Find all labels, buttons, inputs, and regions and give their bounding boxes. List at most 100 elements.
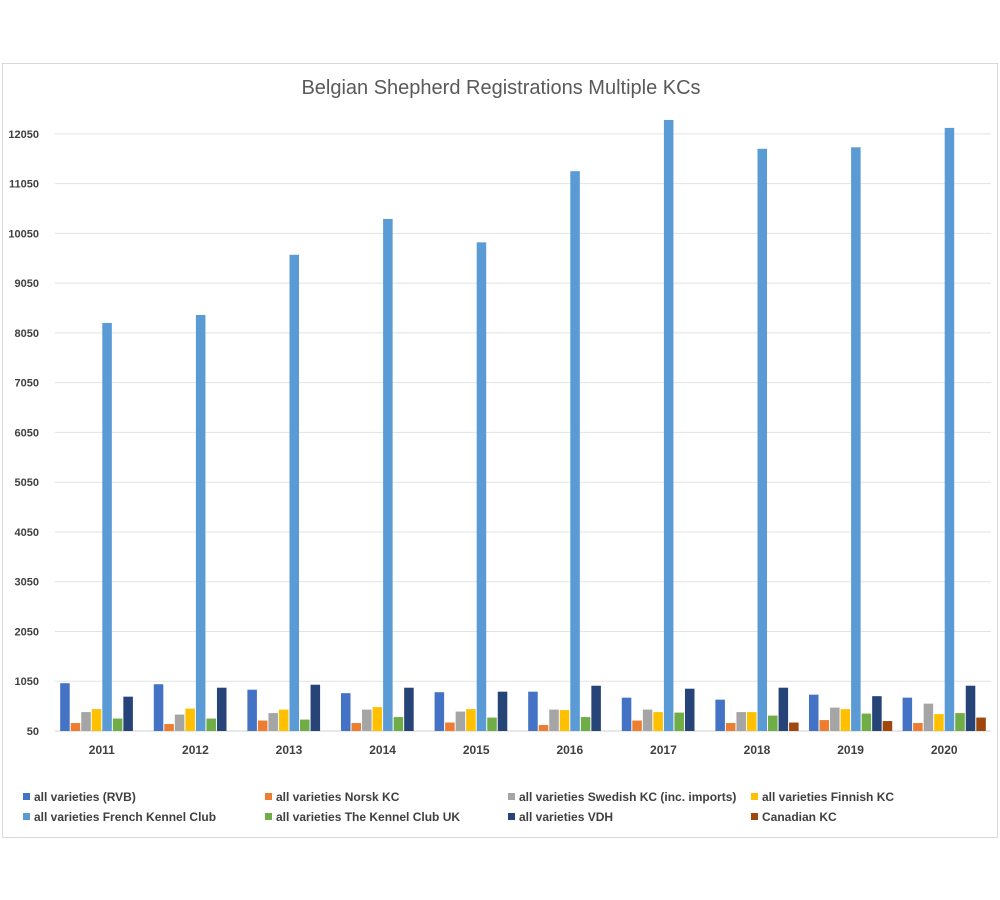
bar [778, 687, 789, 731]
bar [840, 709, 851, 731]
bar [621, 697, 632, 731]
y-tick-label: 50 [27, 726, 39, 738]
bar [102, 322, 112, 731]
y-tick-label: 4050 [15, 527, 39, 539]
legend-label: all varieties Finnish KC [762, 790, 894, 804]
bar [559, 710, 570, 731]
x-category-label: 2012 [182, 743, 209, 757]
y-tick-label: 9050 [15, 278, 39, 290]
bar [60, 683, 70, 731]
legend-item: all varieties Swedish KC (inc. imports) [508, 790, 736, 804]
bar [851, 147, 861, 731]
y-tick-label: 2050 [15, 626, 39, 638]
bar [663, 119, 674, 731]
legend-item: all varieties French Kennel Club [23, 810, 216, 824]
bars [60, 119, 986, 732]
bar [123, 696, 133, 731]
y-tick-label: 11050 [9, 179, 39, 191]
bar [351, 723, 362, 731]
x-category-label: 2011 [89, 743, 115, 757]
y-tick-label: 7050 [15, 378, 39, 390]
bar [808, 694, 819, 731]
bar [455, 711, 466, 731]
bar [591, 685, 601, 731]
y-tick-label: 1050 [15, 676, 39, 688]
legend-label: all varieties French Kennel Club [34, 810, 216, 824]
legend-item: all varieties The Kennel Club UK [265, 810, 460, 824]
bar [257, 720, 268, 731]
y-tick-label: 3050 [15, 577, 39, 589]
legend-item: all varieties Norsk KC [265, 790, 400, 804]
bar [278, 709, 289, 731]
bar [268, 713, 278, 731]
y-tick-label: 12050 [8, 129, 39, 141]
bar [497, 691, 508, 731]
legend-item: Canadian KC [751, 810, 837, 824]
legend-label: all varieties (RVB) [34, 790, 136, 804]
bar [632, 720, 642, 731]
bar [882, 721, 893, 731]
y-tick-label: 10050 [8, 228, 39, 240]
legend-item: all varieties VDH [508, 810, 613, 824]
legend-label: all varieties The Kennel Club UK [276, 810, 460, 824]
legend-label: Canadian KC [762, 810, 837, 824]
bar [923, 703, 934, 731]
y-tick-label: 6050 [15, 427, 39, 439]
bar [372, 707, 383, 731]
legend: all varieties (RVB) all varieties Norsk K… [23, 790, 894, 824]
legend-swatch [508, 793, 515, 800]
bar [570, 171, 580, 731]
gridlines [55, 133, 991, 732]
bar [112, 718, 123, 731]
bar [955, 713, 965, 731]
bar [830, 707, 840, 731]
bar [725, 723, 736, 731]
y-tick-label: 8050 [15, 328, 39, 340]
bar [944, 127, 955, 731]
bar [466, 709, 476, 731]
legend-item: all varieties Finnish KC [751, 790, 894, 804]
bar [185, 708, 195, 731]
chart-frame: Belgian Shepherd Registrations Multiple … [2, 63, 998, 838]
bar [538, 725, 549, 731]
legend-label: all varieties Norsk KC [276, 790, 400, 804]
legend-label: all varieties Swedish KC (inc. imports) [519, 790, 736, 804]
legend-label: all varieties VDH [519, 810, 613, 824]
x-axis-categories: 2011 2012 2013 2014 2015 2016 2017 2018 2019 2020 [89, 743, 958, 757]
x-category-label: 2014 [369, 743, 396, 757]
bar [736, 712, 746, 731]
legend-swatch [508, 813, 515, 820]
bar [445, 722, 455, 731]
bar [580, 717, 591, 731]
bar [715, 699, 725, 731]
bar [404, 687, 414, 731]
bar [362, 709, 372, 731]
y-axis-ticks: 50 1050 2050 3050 4050 5050 6050 7050 8050 9050 10… [8, 129, 39, 738]
legend-swatch [751, 813, 758, 820]
bar [757, 148, 768, 731]
bar [164, 724, 174, 731]
x-category-label: 2013 [276, 743, 303, 757]
bar [965, 685, 976, 731]
y-tick-label: 5050 [15, 477, 39, 489]
bar [872, 696, 882, 731]
bar [528, 691, 538, 731]
bar [247, 689, 257, 731]
bar [476, 242, 487, 732]
bar [174, 714, 185, 731]
x-category-label: 2016 [556, 743, 583, 757]
bar [861, 713, 872, 731]
bar [976, 717, 986, 731]
x-category-label: 2015 [463, 743, 490, 757]
bar [902, 697, 913, 731]
bar [81, 712, 91, 731]
bar [746, 712, 757, 731]
bar-chart: Belgian Shepherd Registrations Multiple … [8, 77, 991, 824]
bar [153, 684, 164, 731]
bar [789, 722, 799, 731]
legend-swatch [23, 793, 30, 800]
bar [195, 314, 206, 731]
legend-swatch [265, 793, 272, 800]
legend-swatch [265, 813, 272, 820]
bar [70, 723, 81, 731]
